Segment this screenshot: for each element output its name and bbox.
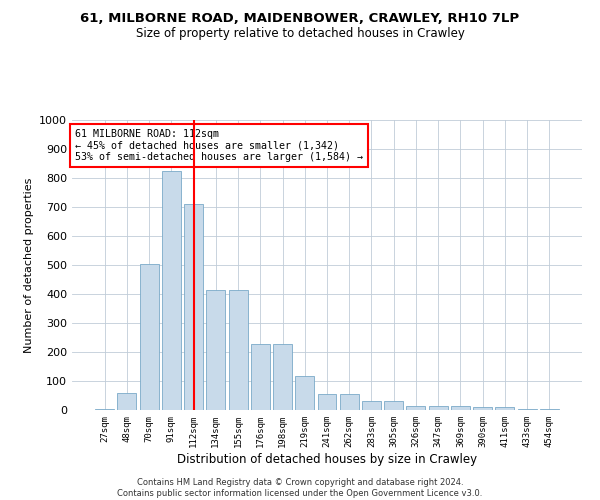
- Y-axis label: Number of detached properties: Number of detached properties: [23, 178, 34, 352]
- Bar: [206, 290, 225, 410]
- Text: 61 MILBORNE ROAD: 112sqm
← 45% of detached houses are smaller (1,342)
53% of sem: 61 MILBORNE ROAD: 112sqm ← 45% of detach…: [74, 128, 362, 162]
- Text: Size of property relative to detached houses in Crawley: Size of property relative to detached ho…: [136, 28, 464, 40]
- Bar: [118, 392, 136, 410]
- Bar: [496, 407, 514, 410]
- Bar: [518, 408, 536, 410]
- Bar: [140, 264, 158, 410]
- Bar: [429, 406, 448, 410]
- Bar: [362, 402, 381, 410]
- Text: 61, MILBORNE ROAD, MAIDENBOWER, CRAWLEY, RH10 7LP: 61, MILBORNE ROAD, MAIDENBOWER, CRAWLEY,…: [80, 12, 520, 26]
- Bar: [540, 408, 559, 410]
- Bar: [295, 376, 314, 410]
- Bar: [340, 394, 359, 410]
- Bar: [162, 171, 181, 410]
- Bar: [473, 407, 492, 410]
- Bar: [95, 408, 114, 410]
- Bar: [406, 406, 425, 410]
- Text: Contains HM Land Registry data © Crown copyright and database right 2024.
Contai: Contains HM Land Registry data © Crown c…: [118, 478, 482, 498]
- Bar: [384, 402, 403, 410]
- Bar: [273, 344, 292, 410]
- X-axis label: Distribution of detached houses by size in Crawley: Distribution of detached houses by size …: [177, 452, 477, 466]
- Bar: [229, 290, 248, 410]
- Bar: [184, 204, 203, 410]
- Bar: [451, 406, 470, 410]
- Bar: [251, 344, 270, 410]
- Bar: [317, 394, 337, 410]
